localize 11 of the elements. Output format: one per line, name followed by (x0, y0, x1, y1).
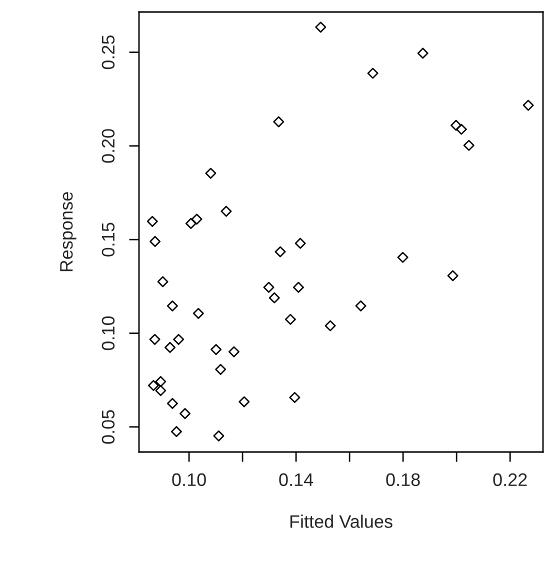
y-tick-label: 0.05 (102, 410, 115, 444)
x-tick-label: 0.22 (493, 473, 527, 486)
x-axis-title: Fitted Values (290, 514, 392, 528)
y-axis-title: Response (60, 192, 76, 272)
x-tick-label: 0.18 (386, 473, 420, 486)
x-tick-label: 0.10 (172, 473, 206, 486)
y-tick-label: 0.25 (102, 35, 115, 70)
y-tick-label: 0.15 (102, 222, 115, 256)
x-tick-label: 0.14 (279, 473, 314, 486)
y-tick-label: 0.20 (102, 129, 115, 163)
y-tick-label: 0.10 (102, 316, 115, 350)
